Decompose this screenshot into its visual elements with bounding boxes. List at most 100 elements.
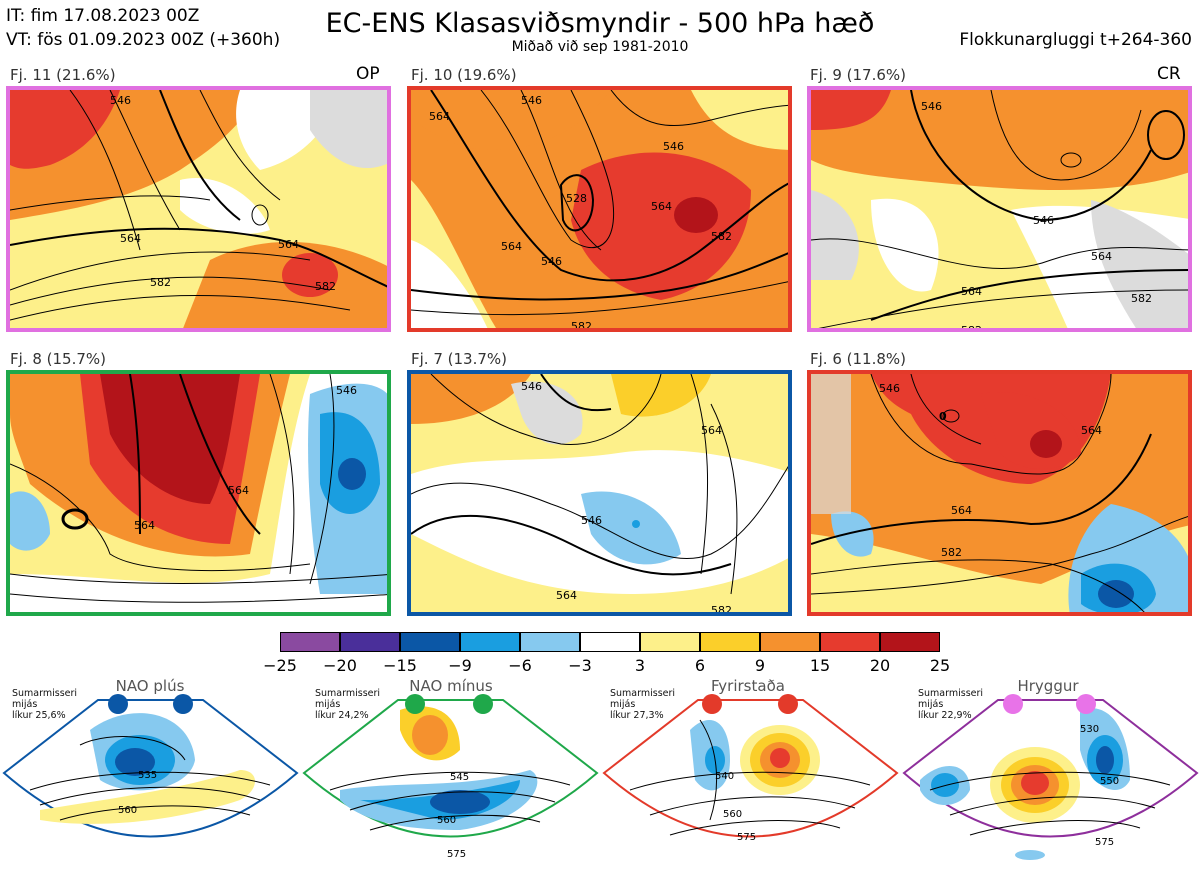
colorbar-tick: 9	[754, 656, 766, 675]
contour-label: 560	[437, 815, 456, 826]
note-line: Sumarmisseri	[918, 688, 984, 699]
page-subtitle: Miðað við sep 1981-2010	[511, 39, 689, 55]
colorbar-segment	[460, 632, 520, 652]
contour-label: 564	[1081, 424, 1102, 437]
cluster-label: Fj. 10 (19.6%)	[411, 66, 517, 84]
cluster-label: Fj. 6 (11.8%)	[810, 350, 906, 368]
note-line: Sumarmisseri	[610, 688, 676, 699]
cluster-map-8: 546 564 564	[6, 370, 391, 616]
run-info: IT: fim 17.08.2023 00Z VT: fös 01.09.202…	[6, 4, 280, 52]
colorbar-segment	[760, 632, 820, 652]
cluster-map-6: 546 564 564 582 0	[807, 370, 1192, 616]
colorbar-segment	[400, 632, 460, 652]
contour-label: 546	[1033, 214, 1054, 227]
contour-label: 564	[556, 589, 577, 602]
note-line: mijás	[610, 699, 636, 710]
note-line: mijás	[12, 699, 38, 710]
contour-label: 564	[951, 504, 972, 517]
contour-label: 564	[429, 110, 450, 123]
regime-map-nao-minus: 545 560 575	[302, 694, 599, 860]
colorbar-tick: 25	[929, 656, 951, 675]
cluster-map-9: 546 546 564 564 582 582	[807, 86, 1192, 332]
regime-title: NAO mínus	[409, 677, 493, 695]
valid-time: VT: fös 01.09.2023 00Z (+360h)	[6, 30, 281, 50]
regime-note: Sumarmisseri mijás líkur 24,2%	[315, 688, 380, 721]
contour-label: 546	[663, 140, 684, 153]
note-line: líkur 22,9%	[918, 710, 972, 721]
contour-label: 564	[120, 232, 141, 245]
contour-label: 582	[571, 320, 592, 332]
contour-label: 582	[961, 324, 982, 332]
colorbar-tick: −20	[323, 656, 357, 675]
regime-map-blocking: 540 560 575	[602, 694, 899, 843]
contour-label: 564	[651, 200, 672, 213]
cluster-tag: OP	[356, 64, 380, 84]
regime-note: Sumarmisseri mijás líkur 22,9%	[918, 688, 983, 721]
cluster-tag: CR	[1157, 64, 1181, 84]
contour-label: 550	[1100, 776, 1119, 787]
contour-label: 546	[336, 384, 357, 397]
colorbar-segment	[700, 632, 760, 652]
colorbar-tick: 20	[869, 656, 891, 675]
contour-label: 540	[715, 771, 734, 782]
contour-label: 546	[541, 255, 562, 268]
cluster-map-11: 546 564 564 582 582	[6, 86, 391, 332]
colorbar-segment	[280, 632, 340, 652]
clustering-window: Flokkunargluggi t+264-360	[959, 30, 1192, 50]
contour-label: 575	[1095, 837, 1114, 848]
contour-label: 582	[1131, 292, 1152, 305]
contour-label: 546	[521, 94, 542, 107]
contour-label: 530	[1080, 724, 1099, 735]
colorbar-segment	[520, 632, 580, 652]
cluster-label: Fj. 8 (15.7%)	[10, 350, 106, 368]
contour-label: 528	[566, 192, 587, 205]
contour-label: 564	[228, 484, 249, 497]
colorbar-tick: 3	[634, 656, 646, 675]
cluster-label: Fj. 7 (13.7%)	[411, 350, 507, 368]
regime-note: Sumarmisseri mijás líkur 27,3%	[610, 688, 675, 721]
contour-label: 575	[737, 832, 756, 843]
note-line: Sumarmisseri	[12, 688, 78, 699]
contour-label: 564	[701, 424, 722, 437]
cluster-map-7: 546 546 564 564 582	[407, 370, 792, 616]
contour-label: 582	[941, 546, 962, 559]
note-line: mijás	[315, 699, 341, 710]
colorbar-segment	[880, 632, 940, 652]
colorbar-tick: −15	[383, 656, 417, 675]
contour-label: 582	[315, 280, 336, 293]
colorbar-tick: −9	[448, 656, 472, 675]
regime-map-nao-plus: 535 560	[2, 694, 299, 838]
note-line: líkur 25,6%	[12, 710, 66, 721]
colorbar-segment	[640, 632, 700, 652]
contour-label: 564	[961, 285, 982, 298]
initial-time: IT: fim 17.08.2023 00Z	[6, 6, 200, 26]
contour-label: 545	[450, 772, 469, 783]
page-title: EC-ENS Klasasviðsmyndir - 500 hPa hæð	[325, 8, 875, 39]
note-line: líkur 24,2%	[315, 710, 369, 721]
contour-label: 575	[447, 849, 466, 860]
cluster-map-10: 564 546 528 546 564 546 564 582 582	[407, 86, 792, 332]
cluster-label: Fj. 11 (21.6%)	[10, 66, 116, 84]
contour-label: 546	[110, 94, 131, 107]
regime-note: Sumarmisseri mijás líkur 25,6%	[12, 688, 77, 721]
regime-title: Fyrirstaða	[711, 677, 785, 695]
regime-title: NAO plús	[115, 677, 185, 695]
colorbar-tick: −6	[508, 656, 532, 675]
colorbar-segment	[340, 632, 400, 652]
regime-title: Hryggur	[1017, 677, 1079, 695]
colorbar-segment	[820, 632, 880, 652]
contour-label: 546	[879, 382, 900, 395]
contour-label: 582	[150, 276, 171, 289]
contour-label: 0	[939, 410, 947, 423]
contour-label: 564	[501, 240, 522, 253]
contour-label: 546	[921, 100, 942, 113]
contour-label: 564	[1091, 250, 1112, 263]
contour-label: 546	[581, 514, 602, 527]
cluster-label: Fj. 9 (17.6%)	[810, 66, 906, 84]
contour-label: 560	[723, 809, 742, 820]
note-line: mijás	[918, 699, 944, 710]
colorbar-tick: 15	[809, 656, 831, 675]
colorbar-tick: 6	[694, 656, 706, 675]
colorbar-tick: −3	[568, 656, 592, 675]
contour-label: 546	[521, 380, 542, 393]
